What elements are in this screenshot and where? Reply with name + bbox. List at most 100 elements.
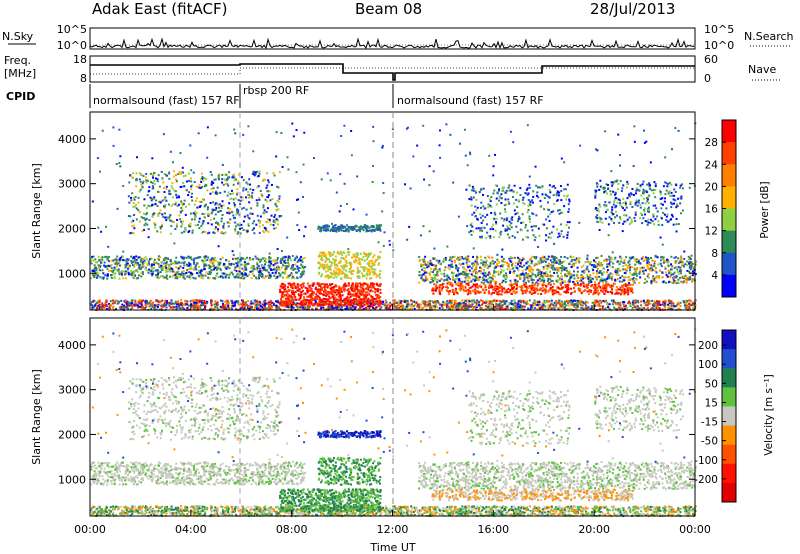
power-cell	[212, 268, 215, 271]
power-cell	[165, 269, 168, 272]
power-cell	[121, 255, 124, 258]
power-cell	[579, 284, 582, 287]
power-cell	[431, 264, 434, 267]
power-cell	[626, 266, 629, 269]
power-cell	[433, 299, 436, 302]
power-cell	[635, 304, 638, 307]
power-cell	[309, 289, 312, 292]
power-cell	[522, 257, 525, 260]
power-cell	[367, 288, 370, 291]
power-cell	[456, 291, 459, 294]
power-cell	[243, 268, 246, 271]
power-cell	[690, 304, 693, 307]
power-cell	[356, 282, 359, 285]
power-cell	[322, 297, 325, 300]
power-cell	[342, 301, 345, 304]
power-cell	[241, 275, 244, 278]
power-cell	[528, 299, 531, 302]
power-cell	[120, 305, 123, 308]
power-cell	[555, 261, 558, 264]
power-cell	[143, 261, 146, 264]
power-cell	[618, 280, 621, 283]
power-cell	[571, 303, 574, 306]
power-cell	[390, 303, 393, 306]
power-cell	[127, 307, 130, 310]
power-cell	[90, 303, 93, 306]
power-cell	[559, 305, 562, 308]
power-cell	[558, 293, 561, 296]
power-cell	[690, 300, 693, 303]
power-cell	[474, 268, 477, 271]
power-cell	[552, 268, 555, 271]
power-cell	[341, 299, 344, 302]
power-cell	[563, 256, 566, 259]
power-cell	[239, 273, 242, 276]
power-cell	[140, 257, 143, 260]
power-cell	[152, 306, 155, 309]
power-cell	[569, 303, 572, 306]
power-cell	[114, 272, 117, 275]
power-cell	[286, 276, 289, 279]
power-cell	[633, 305, 636, 308]
power-cell	[561, 302, 564, 305]
power-cell	[451, 290, 454, 293]
power-cell	[258, 274, 261, 277]
power-cell	[284, 265, 287, 268]
power-cell	[354, 294, 357, 297]
power-cell	[261, 274, 264, 277]
power-cell	[133, 259, 136, 262]
power-cell	[94, 303, 97, 306]
power-cell	[413, 300, 416, 303]
power-cell	[406, 299, 409, 302]
power-cell	[506, 305, 509, 308]
power-cell	[279, 302, 282, 305]
power-cell	[290, 297, 293, 300]
power-cell	[653, 260, 656, 263]
power-cell	[544, 305, 547, 308]
power-cell	[535, 263, 538, 266]
power-cell	[359, 293, 362, 296]
power-cell	[652, 304, 655, 307]
power-cell	[276, 267, 279, 270]
power-cell	[372, 299, 375, 302]
power-cell	[115, 308, 118, 311]
power-cell	[269, 304, 272, 307]
power-cell	[660, 263, 663, 266]
power-cell	[490, 305, 493, 308]
power-cell	[441, 283, 444, 286]
power-cell	[549, 259, 552, 262]
power-cell	[541, 289, 544, 292]
power-cell	[481, 303, 484, 306]
power-cell	[645, 264, 648, 267]
power-cell	[144, 299, 147, 302]
power-cell	[129, 264, 132, 267]
power-cell	[208, 277, 211, 280]
power-cell	[453, 291, 456, 294]
power-cell	[590, 289, 593, 292]
power-cell	[318, 296, 321, 299]
power-cell	[180, 273, 183, 276]
power-cell	[691, 274, 694, 277]
power-cell	[301, 272, 304, 275]
power-cell	[675, 260, 678, 263]
power-cell	[517, 305, 520, 308]
power-cell	[632, 277, 635, 280]
power-cell	[324, 283, 327, 286]
power-cell	[690, 262, 693, 265]
power-cell	[295, 305, 298, 308]
power-cell	[568, 280, 571, 283]
power-cell	[528, 267, 531, 270]
power-cell	[248, 273, 251, 276]
power-cell	[279, 261, 282, 264]
power-cell	[521, 305, 524, 308]
power-cell	[552, 282, 555, 285]
power-cell	[479, 266, 482, 269]
power-cell	[183, 274, 186, 277]
power-cell	[258, 267, 261, 270]
power-cell	[587, 270, 590, 273]
power-cell	[248, 307, 251, 310]
power-cell	[448, 301, 451, 304]
power-cell	[605, 258, 608, 261]
power-cell	[132, 272, 135, 275]
power-cell	[216, 303, 219, 306]
